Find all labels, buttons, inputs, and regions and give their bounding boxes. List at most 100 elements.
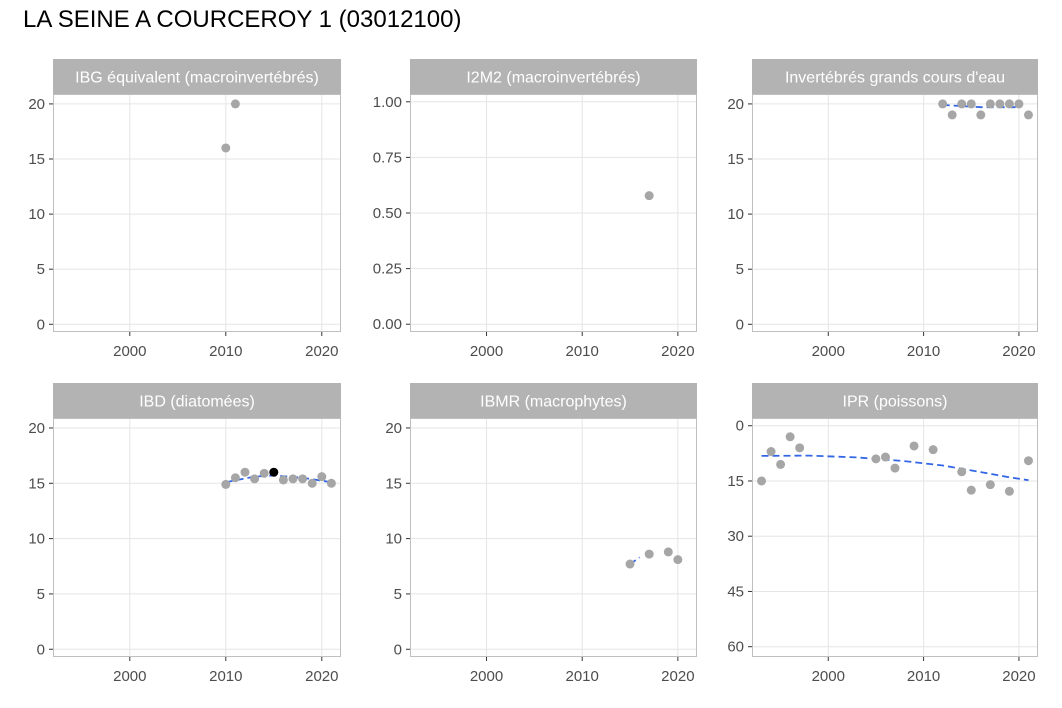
data-point (288, 474, 298, 484)
data-point (795, 443, 805, 453)
x-tick-label: 2010 (566, 668, 599, 685)
data-point (776, 459, 786, 469)
y-tick-label: 10 (28, 206, 45, 223)
strip-title: IBG équivalent (macroinvertébrés) (75, 70, 319, 87)
data-point (757, 476, 767, 486)
data-point (957, 467, 967, 477)
panel-5: IBMR (macrophytes) 0 5 10 15 20 2000 2010 2020 (385, 383, 697, 685)
data-point (985, 99, 995, 109)
data-point (1014, 99, 1024, 109)
data-point (326, 478, 336, 488)
page-title: LA SEINE A COURCEROY 1 (03012100) (23, 6, 462, 33)
panel-1: IBG équivalent (macroinvertébrés) 0 5 10 15 2… (28, 59, 341, 360)
data-point (985, 480, 995, 490)
x-tick-label: 2000 (812, 343, 845, 360)
strip-title: IBMR (macrophytes) (480, 394, 627, 411)
data-point (880, 452, 890, 462)
strip-title: IBD (diatomées) (139, 394, 255, 411)
panel-border (752, 418, 1038, 657)
y-tick-label: 0.00 (373, 316, 402, 333)
data-point (890, 463, 900, 473)
x-tick-label: 2010 (566, 343, 599, 360)
x-tick-label: 2010 (907, 668, 940, 685)
strip-background (410, 59, 697, 94)
y-tick-label: 5 (736, 261, 744, 278)
y-tick-label: 15 (727, 473, 744, 490)
data-point (966, 99, 976, 109)
panel-border (410, 418, 697, 657)
x-tick-label: 2000 (470, 343, 503, 360)
panel-background (752, 94, 1038, 332)
data-point (278, 475, 288, 485)
panel-border (53, 94, 341, 332)
y-tick-label: 0 (37, 316, 45, 333)
data-point (221, 143, 231, 153)
panel-border (752, 94, 1038, 332)
data-point (625, 559, 635, 569)
data-point (644, 549, 654, 559)
panel-border (410, 94, 697, 332)
data-point (1004, 486, 1014, 496)
data-point (644, 191, 654, 201)
data-point (976, 110, 986, 120)
y-tick-label: 1.00 (373, 94, 402, 111)
data-point (663, 547, 673, 557)
data-point (909, 441, 919, 451)
data-point (966, 485, 976, 495)
panel-6: IPR (poissons) 0 15 30 45 60 2000 2010 2020 (727, 383, 1038, 685)
y-tick-label: 45 (727, 583, 744, 600)
y-tick-label: 20 (727, 96, 744, 113)
y-tick-label: 15 (727, 151, 744, 168)
y-tick-label: 10 (28, 531, 45, 548)
data-point (250, 474, 260, 484)
y-tick-label: 10 (727, 206, 744, 223)
trend-line (761, 454, 1029, 482)
x-tick-label: 2020 (305, 668, 338, 685)
x-tick-label: 2020 (1002, 343, 1035, 360)
highlight-point (269, 467, 279, 477)
x-tick-label: 2020 (661, 668, 694, 685)
y-tick-label: 20 (385, 420, 402, 437)
x-tick-label: 2020 (661, 343, 694, 360)
x-tick-label: 2000 (812, 668, 845, 685)
y-tick-label: 5 (394, 586, 402, 603)
data-point (307, 478, 317, 488)
data-point (221, 479, 231, 489)
strip-title: I2M2 (macroinvertébrés) (466, 70, 640, 87)
x-tick-label: 2000 (470, 668, 503, 685)
panel-background (53, 418, 341, 657)
y-tick-label: 0 (394, 641, 402, 658)
data-point (785, 432, 795, 442)
data-point (766, 447, 776, 457)
data-point (259, 468, 269, 478)
trend-line (942, 104, 1019, 109)
y-tick-label: 5 (37, 586, 45, 603)
strip-background (752, 383, 1038, 418)
x-tick-label: 2020 (1002, 668, 1035, 685)
data-point (957, 99, 967, 109)
x-tick-label: 2020 (305, 343, 338, 360)
data-point (230, 99, 240, 109)
y-tick-label: 30 (727, 528, 744, 545)
data-point (928, 445, 938, 455)
data-point (1023, 456, 1033, 466)
x-tick-label: 2010 (209, 343, 242, 360)
x-tick-label: 2000 (113, 668, 146, 685)
data-point (871, 454, 881, 464)
data-point (938, 99, 948, 109)
strip-background (752, 59, 1038, 94)
strip-title: Invertébrés grands cours d'eau (785, 70, 1005, 87)
strip-background (53, 59, 341, 94)
y-tick-label: 20 (28, 96, 45, 113)
data-point (673, 555, 683, 565)
y-tick-label: 15 (28, 151, 45, 168)
panel-background (752, 418, 1038, 657)
panel-background (53, 94, 341, 332)
data-point (317, 472, 327, 482)
data-point (1023, 110, 1033, 120)
y-tick-label: 10 (385, 531, 402, 548)
x-tick-label: 2010 (209, 668, 242, 685)
x-tick-label: 2010 (907, 343, 940, 360)
data-point (230, 473, 240, 483)
